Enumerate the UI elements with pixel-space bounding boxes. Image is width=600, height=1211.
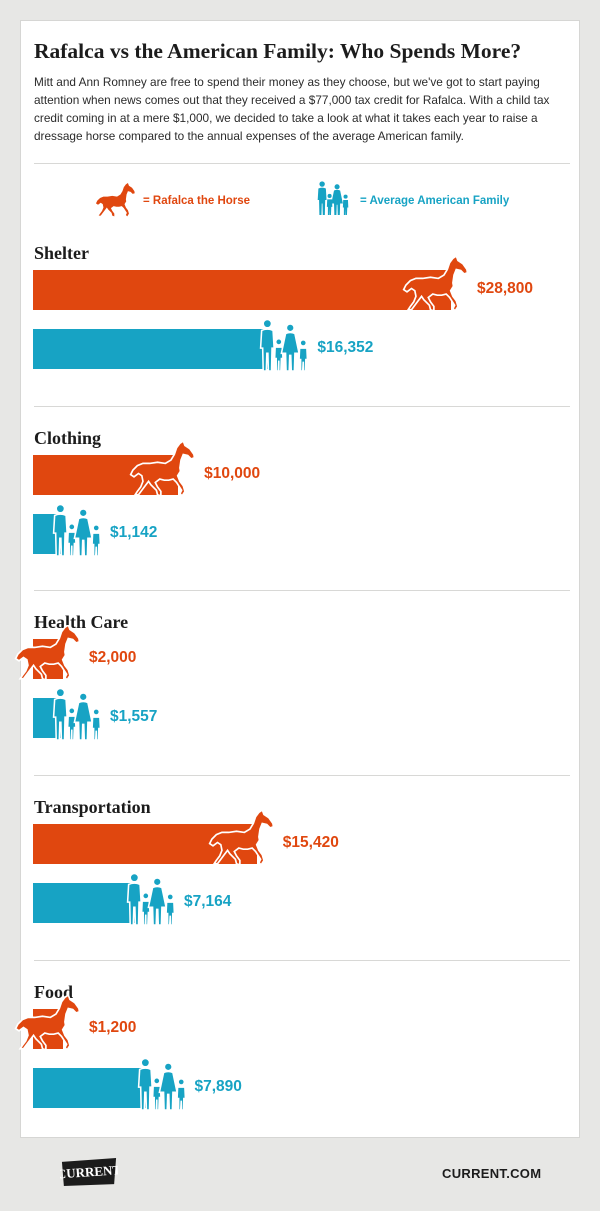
footer-url[interactable]: CURRENT.COM xyxy=(442,1166,542,1181)
horse-value-transportation: $15,420 xyxy=(282,834,339,851)
horse-value-food: $1,200 xyxy=(89,1019,137,1036)
horse-icon xyxy=(95,183,135,217)
horse-value-clothing: $10,000 xyxy=(204,465,261,482)
horse-value-health-care: $2,000 xyxy=(89,649,137,666)
category-title-clothing: Clothing xyxy=(34,428,102,448)
current-logo: CURRENT xyxy=(60,1157,118,1187)
family-icon xyxy=(52,504,102,556)
legend-horse-label: = Rafalca the Horse xyxy=(143,195,251,207)
horse-icon xyxy=(129,441,196,497)
family-value-shelter: $16,352 xyxy=(317,339,374,356)
category-title-health-care: Health Care xyxy=(34,612,129,632)
family-value-transportation: $7,164 xyxy=(183,893,232,910)
family-icon xyxy=(317,181,349,215)
family-bar-shelter xyxy=(33,329,271,369)
family-value-clothing: $1,142 xyxy=(110,524,158,541)
family-icon xyxy=(52,688,102,740)
legend-family-label: = Average American Family xyxy=(360,195,510,207)
category-title-food: Food xyxy=(34,982,74,1002)
horse-icon xyxy=(208,810,275,866)
horse-bar-shelter xyxy=(33,270,451,310)
section-divider xyxy=(34,406,570,407)
family-icon xyxy=(126,873,176,925)
category-title-transportation: Transportation xyxy=(34,797,151,817)
family-bar-food xyxy=(33,1068,148,1108)
section-divider xyxy=(34,960,570,961)
section-divider xyxy=(34,590,570,591)
section-divider xyxy=(34,775,570,776)
divider xyxy=(34,163,570,164)
family-icon xyxy=(260,319,309,371)
horse-icon xyxy=(14,625,81,681)
horse-value-shelter: $28,800 xyxy=(477,280,534,297)
category-title-shelter: Shelter xyxy=(34,243,89,263)
family-value-health-care: $1,557 xyxy=(110,708,158,725)
horse-icon xyxy=(402,256,469,312)
family-value-food: $7,890 xyxy=(194,1078,242,1095)
intro-text: Mitt and Ann Romney are free to spend th… xyxy=(34,75,550,143)
family-bar-transportation xyxy=(33,883,137,923)
horse-icon xyxy=(14,995,81,1051)
family-icon xyxy=(137,1058,186,1110)
svg-text:CURRENT: CURRENT xyxy=(60,1162,118,1181)
page-title: Rafalca vs the American Family: Who Spen… xyxy=(34,39,522,63)
infographic-card: Rafalca vs the American Family: Who Spen… xyxy=(14,20,580,1138)
